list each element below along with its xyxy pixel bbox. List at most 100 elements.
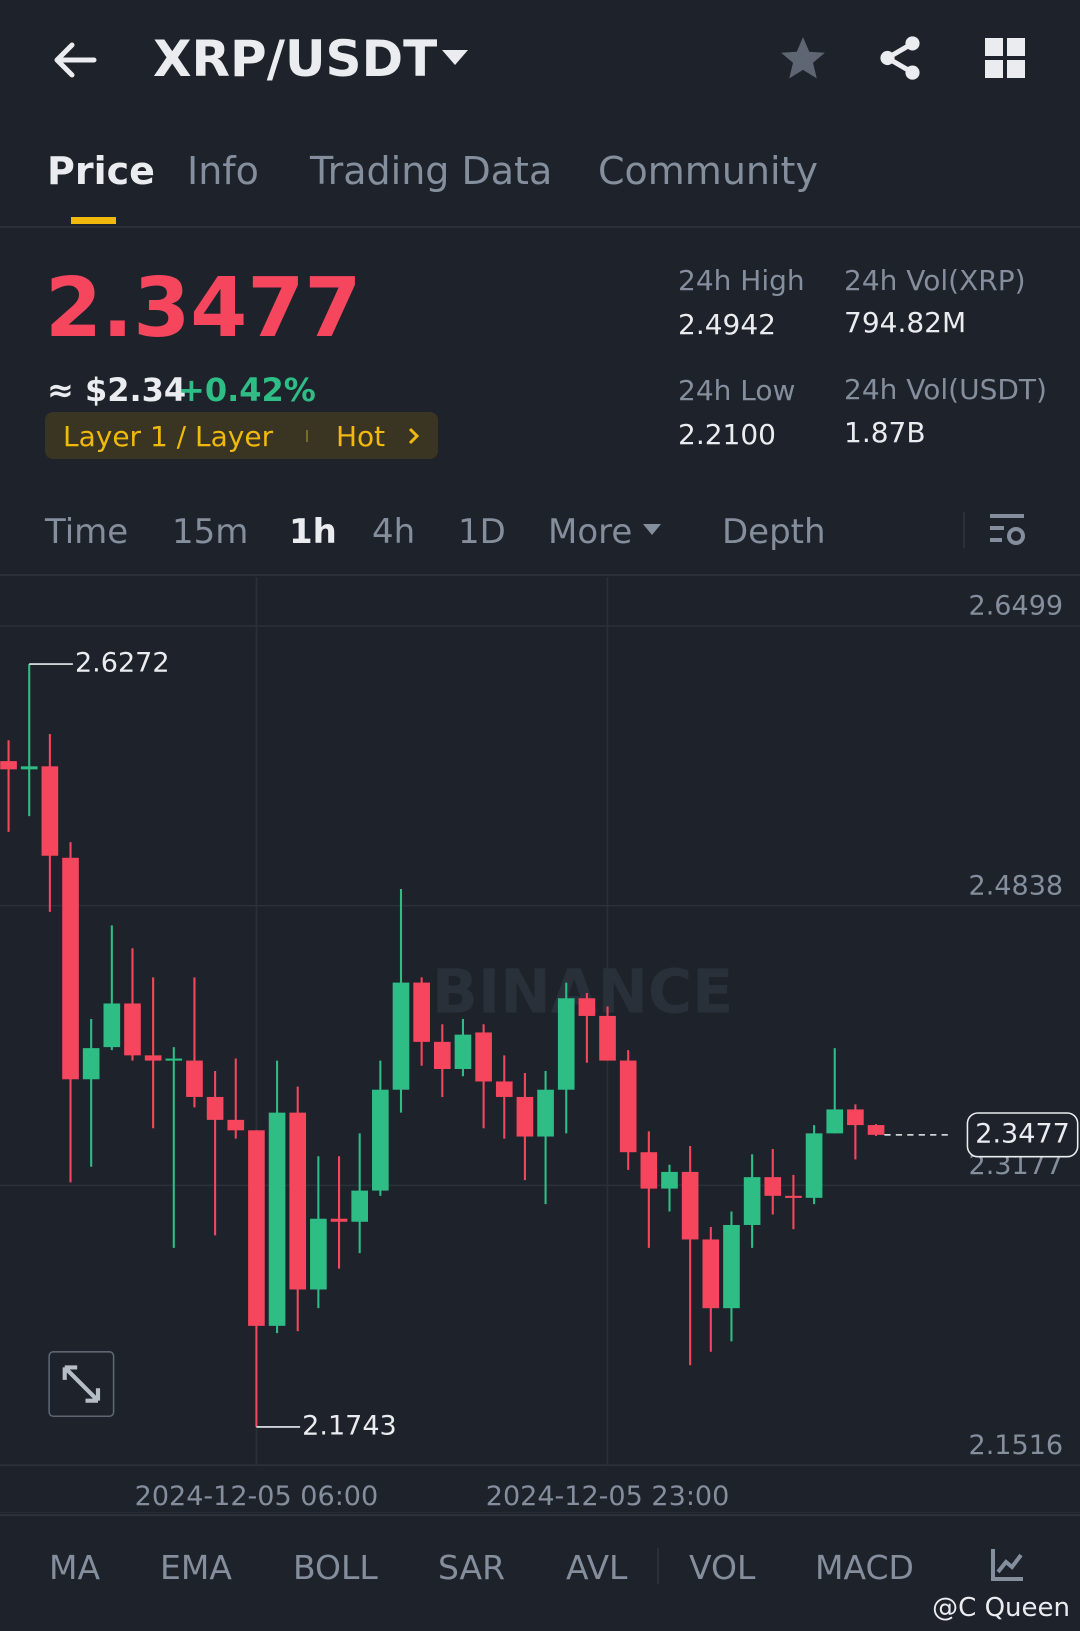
back-button[interactable] (50, 36, 100, 84)
tab-indicator (71, 217, 116, 224)
candle-body (743, 1177, 761, 1225)
candle-body (144, 1055, 162, 1061)
pair-dropdown[interactable] (440, 48, 470, 68)
candle-body (310, 1218, 327, 1290)
pair-title[interactable]: XRP/USDT (153, 30, 438, 88)
interval-active[interactable]: 1h (289, 512, 337, 552)
candle-body (103, 1003, 121, 1048)
stat-value: 794.82M (844, 306, 967, 339)
candle-body (330, 1218, 348, 1222)
low-annotation: 2.1743 (302, 1410, 397, 1441)
candle-body (392, 982, 410, 1090)
candle-body (723, 1224, 740, 1309)
indicator[interactable]: VOL (689, 1548, 756, 1587)
interval[interactable]: Time (45, 512, 129, 552)
candle-body (640, 1152, 658, 1189)
candle-body (372, 1089, 389, 1191)
candle-body (227, 1119, 245, 1131)
interval[interactable]: 4h (372, 512, 416, 552)
stat-value: 2.2100 (678, 418, 776, 451)
candle-body (433, 1041, 451, 1069)
watermark: BINANCE (432, 958, 734, 1028)
price-change: +0.42% (178, 371, 316, 409)
indicator[interactable]: SAR (438, 1548, 506, 1587)
last-price-box (966, 1112, 1079, 1158)
stat-label: 24h High (678, 264, 805, 297)
last-price: 2.3477 (45, 261, 362, 356)
indicator[interactable]: BOLL (293, 1548, 378, 1587)
candle-body (785, 1195, 802, 1198)
y-tick-label: 2.4838 (969, 870, 1064, 901)
stat-value: 1.87B (844, 416, 926, 449)
candle-body (475, 1032, 492, 1082)
indicator-settings-icon[interactable] (990, 1546, 1026, 1582)
candle-body (62, 857, 79, 1080)
candle-body (186, 1060, 203, 1097)
interval[interactable]: 1D (458, 512, 506, 552)
candle-body (454, 1034, 472, 1069)
credit: @C Queen (932, 1593, 1070, 1623)
candle-body (248, 1130, 265, 1326)
candle-body (124, 1003, 141, 1056)
candle-body (537, 1089, 554, 1137)
tab[interactable]: Trading Data (310, 149, 553, 193)
candle-body (41, 766, 59, 856)
indicator[interactable]: EMA (160, 1548, 232, 1587)
candle-body (599, 1015, 616, 1061)
fiat-price: ≈ $2.34 (47, 371, 187, 409)
tag-hot[interactable]: Hot (336, 420, 386, 453)
indicator[interactable]: MACD (815, 1548, 914, 1587)
candle-body (268, 1112, 286, 1326)
divider (0, 574, 1080, 576)
expand-icon (62, 1365, 101, 1403)
candle-body (847, 1109, 864, 1126)
candle-body (0, 761, 17, 770)
candle-body (165, 1058, 183, 1061)
candle-body (20, 766, 38, 770)
candle-body (805, 1133, 823, 1198)
interval[interactable]: More (548, 512, 633, 552)
candle-body (289, 1112, 307, 1290)
candle-body (516, 1096, 534, 1137)
indicator[interactable]: AVL (566, 1548, 628, 1587)
candle-body (82, 1048, 100, 1080)
last-price-label: 2.3477 (975, 1118, 1070, 1149)
candle-body (661, 1171, 678, 1189)
x-tick-label: 2024-12-05 06:00 (135, 1481, 379, 1512)
tag-chevron[interactable] (406, 425, 422, 447)
candle-body (351, 1190, 369, 1222)
interval[interactable]: 15m (172, 512, 249, 552)
chart-settings-icon[interactable] (988, 510, 1028, 550)
interval[interactable]: Depth (722, 512, 826, 552)
favorite-icon[interactable] (778, 33, 828, 83)
x-tick-label: 2024-12-05 23:00 (486, 1481, 730, 1512)
menu-grid-icon[interactable] (983, 36, 1027, 80)
tab[interactable]: Community (598, 149, 818, 193)
candle-body (619, 1060, 637, 1153)
candle-body (495, 1081, 513, 1097)
candle-body (206, 1096, 224, 1120)
tag-separator (306, 430, 308, 442)
y-tick-label: 2.1516 (969, 1430, 1064, 1461)
share-icon[interactable] (875, 33, 925, 83)
divider (0, 226, 1080, 228)
candle-body (413, 982, 430, 1042)
high-annotation: 2.6272 (75, 648, 170, 679)
stat-label: 24h Vol(USDT) (844, 373, 1047, 406)
divider (963, 512, 965, 548)
stat-label: 24h Vol(XRP) (844, 264, 1026, 297)
stat-value: 2.4942 (678, 308, 776, 341)
tag-label[interactable]: Layer 1 / Layer (63, 420, 274, 453)
tab-active[interactable]: Price (47, 149, 155, 193)
indicator[interactable]: MA (49, 1548, 101, 1587)
candle-body (764, 1177, 782, 1196)
candle-body (867, 1125, 885, 1135)
more-caret[interactable] (642, 523, 662, 537)
candle-body (557, 998, 575, 1090)
candle-body (702, 1239, 720, 1309)
divider (657, 1548, 659, 1584)
tab[interactable]: Info (187, 149, 259, 193)
tag-box[interactable] (45, 412, 438, 459)
divider (0, 1514, 1080, 1516)
